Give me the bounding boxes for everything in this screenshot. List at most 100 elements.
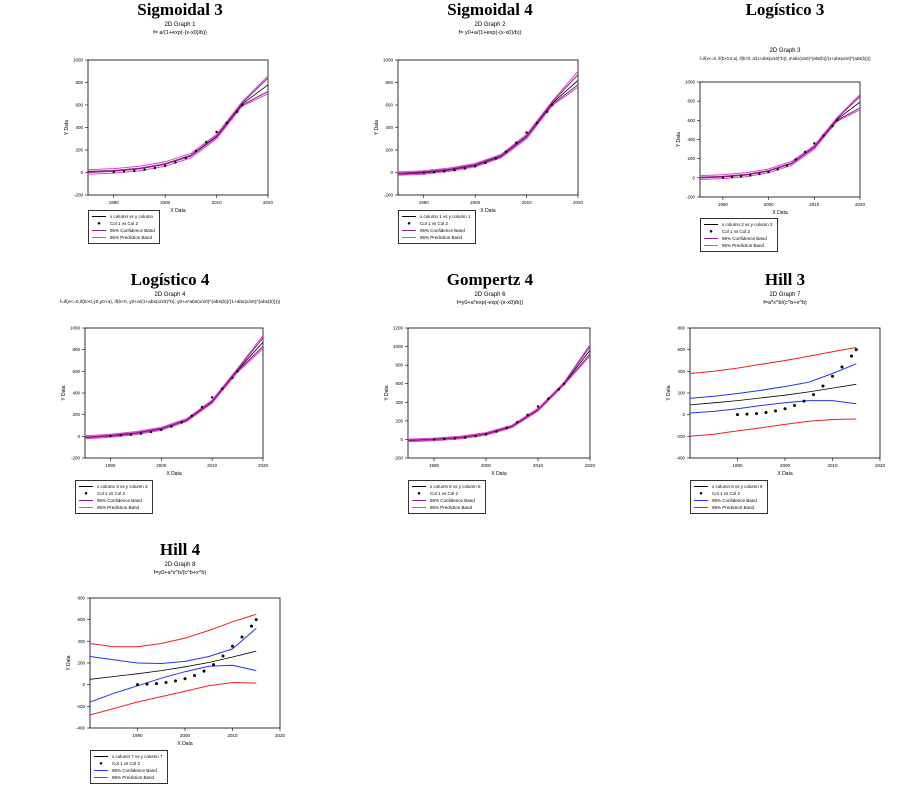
legend-swatch: ● — [417, 490, 421, 497]
data-point — [767, 170, 770, 174]
legend: x column 6 vs y column 6 ● Col 1 vs Col 2 9… — [690, 480, 768, 514]
data-point — [453, 437, 456, 440]
data-point — [163, 164, 167, 167]
legend-swatch — [704, 245, 718, 246]
data-point — [143, 168, 146, 171]
y-tick-label: 200 — [75, 148, 83, 153]
data-point — [526, 413, 529, 417]
legend: x column 7 vs y column 7 ● Col 1 vs Col 2 9… — [90, 750, 168, 784]
formula: f=if(x<=0,if(b>0,y0,y0+a), if(b<0, y0+a/… — [59, 300, 281, 305]
legend-label: 95% Confidence Band — [112, 768, 157, 773]
x-axis-label: X Data — [170, 208, 186, 214]
panel-sigmoidal-3: Sigmoidal 3 2D Graph 1 f= a/(1+exp(-(x-x… — [60, 0, 300, 250]
legend: x column 1 vs y column 1 ● Col 1 vs Col 2 9… — [398, 210, 476, 244]
x-tick-label: 2010 — [809, 202, 820, 207]
panel-gompertz-4: Gompertz 4 2D Graph 6 f=y0+a*exp(-exp(-(… — [370, 270, 610, 520]
y-tick-label: 400 — [77, 639, 85, 644]
y-tick-label: 200 — [395, 418, 403, 423]
data-point — [505, 426, 508, 430]
y-tick-label: 400 — [75, 125, 83, 130]
legend-prediction: 95% Prediction Band — [412, 504, 481, 511]
legend-swatch — [92, 216, 106, 217]
data-point — [225, 121, 229, 125]
y-tick-label: 0 — [400, 437, 403, 442]
legend-label: 95% Prediction Band — [112, 775, 155, 780]
data-point — [515, 141, 518, 144]
legend-confidence: 95% Confidence Band — [412, 497, 481, 504]
legend-label: x column 1 vs y column 1 — [420, 214, 471, 219]
data-point — [721, 176, 725, 179]
prediction-band-line — [90, 681, 257, 716]
y-tick-label: -200 — [71, 456, 81, 461]
data-point — [432, 438, 436, 441]
data-point — [231, 644, 234, 648]
y-tick-label: 400 — [687, 137, 695, 142]
legend-label: x column 3 vs y column 3 — [97, 484, 148, 489]
data-point — [202, 669, 206, 673]
legend-label: 95% Prediction Band — [110, 235, 153, 240]
data-point — [835, 119, 839, 122]
legend-swatch — [402, 230, 416, 231]
x-tick-label: 2010 — [207, 463, 218, 468]
data-point — [776, 168, 779, 171]
legend-label: 95% Confidence Band — [430, 498, 475, 503]
legend-label: 95% Confidence Band — [712, 498, 757, 503]
data-point — [758, 172, 761, 176]
confidence-band-line — [88, 91, 268, 173]
data-point — [840, 365, 844, 369]
y-axis-label: Y Data — [374, 120, 380, 135]
legend-label: 95% Prediction Band — [420, 235, 463, 240]
data-point — [174, 679, 177, 683]
data-point — [205, 140, 208, 144]
plot-svg: -200 0 200 400 600 800 1000 1990 2000 2010 2020 X D… — [676, 80, 866, 217]
x-tick-label: 2000 — [180, 733, 191, 738]
legend-fit: x column 1 vs y column 1 — [402, 213, 471, 220]
data-point — [783, 407, 787, 411]
data-point — [516, 421, 519, 424]
x-tick-label: 2010 — [227, 733, 238, 738]
data-point — [495, 430, 498, 433]
data-point — [133, 169, 136, 173]
data-point — [422, 171, 425, 174]
y-tick-label: -200 — [394, 456, 404, 461]
data-point — [831, 374, 834, 378]
data-point — [254, 618, 258, 622]
data-point — [463, 167, 467, 170]
data-point — [557, 388, 560, 391]
confidence-band-line — [85, 337, 263, 438]
y-tick-label: 200 — [687, 156, 695, 161]
legend-label: x column 2 vs y column 2 — [722, 222, 773, 227]
data-point — [547, 397, 550, 400]
data-point — [155, 682, 158, 686]
data-point — [200, 405, 204, 409]
data-point — [250, 624, 253, 628]
y-axis-label: Y Data — [676, 132, 682, 147]
data-point — [119, 434, 122, 437]
x-tick-label: 2020 — [855, 202, 866, 207]
data-point — [473, 165, 477, 168]
legend-data: ● Col 1 vs Col 2 — [79, 490, 148, 497]
x-tick-label: 2010 — [533, 463, 544, 468]
x-axis-label: X Data — [777, 471, 793, 477]
prediction-band-line — [408, 344, 590, 440]
data-point — [551, 103, 554, 107]
y-tick-label: -200 — [676, 434, 686, 439]
legend-swatch — [694, 507, 708, 508]
data-point — [215, 130, 218, 134]
legend-prediction: 95% Prediction Band — [79, 504, 148, 511]
legend-data: ● Col 1 vs Col 2 — [402, 220, 471, 227]
legend-data: ● Col 1 vs Col 2 — [94, 760, 163, 767]
data-point — [785, 164, 789, 167]
legend-label: 95% Confidence Band — [420, 228, 465, 233]
graph-name: 2D Graph 2 — [474, 22, 506, 28]
y-tick-label: 1000 — [73, 58, 84, 63]
legend-data: ● Col 1 vs Col 2 — [412, 490, 481, 497]
confidence-band-line — [398, 74, 578, 174]
legend-confidence: 95% Confidence Band — [79, 497, 148, 504]
legend-label: Col 1 vs Col 2 — [430, 491, 459, 496]
x-axis-label: X Data — [491, 471, 507, 477]
legend-label: Col 1 vs Col 2 — [110, 221, 139, 226]
data-point — [149, 430, 153, 434]
legend-swatch — [79, 500, 93, 501]
x-axis-label: X Data — [480, 208, 496, 214]
